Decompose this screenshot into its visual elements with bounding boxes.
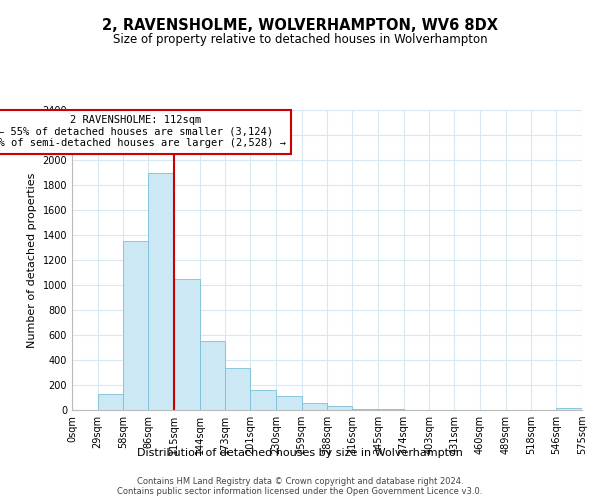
Bar [226,368,250,410]
Bar [556,408,582,410]
Text: Distribution of detached houses by size in Wolverhampton: Distribution of detached houses by size … [137,448,463,458]
Bar [328,406,352,410]
Bar [174,279,200,410]
Bar [352,409,378,410]
Bar [124,242,148,410]
Text: Contains public sector information licensed under the Open Government Licence v3: Contains public sector information licen… [118,486,482,496]
Text: Contains HM Land Registry data © Crown copyright and database right 2024.: Contains HM Land Registry data © Crown c… [137,476,463,486]
Text: 2, RAVENSHOLME, WOLVERHAMPTON, WV6 8DX: 2, RAVENSHOLME, WOLVERHAMPTON, WV6 8DX [102,18,498,32]
Bar [250,390,276,410]
Text: 2 RAVENSHOLME: 112sqm
← 55% of detached houses are smaller (3,124)
44% of semi-d: 2 RAVENSHOLME: 112sqm ← 55% of detached … [0,116,286,148]
Y-axis label: Number of detached properties: Number of detached properties [27,172,37,348]
Bar [200,341,226,410]
Bar [302,402,328,410]
Text: Size of property relative to detached houses in Wolverhampton: Size of property relative to detached ho… [113,32,487,46]
Bar [148,172,174,410]
Bar [276,396,302,410]
Bar [98,394,124,410]
